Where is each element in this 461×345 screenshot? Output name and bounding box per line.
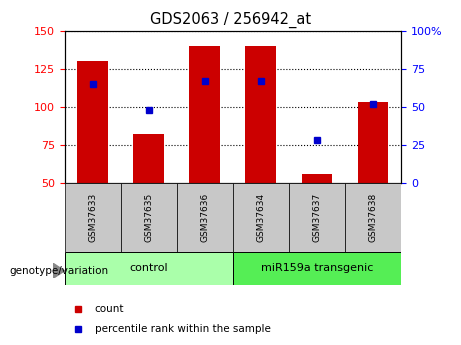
Bar (121, 183, 177, 252)
Text: GSM37633: GSM37633 (88, 193, 97, 242)
Text: GSM37636: GSM37636 (200, 193, 209, 242)
Text: GDS2063 / 256942_at: GDS2063 / 256942_at (150, 12, 311, 28)
Bar (358, 102, 389, 183)
Polygon shape (53, 263, 65, 278)
Text: GSM37634: GSM37634 (256, 193, 266, 242)
Text: control: control (130, 263, 168, 273)
Text: GSM37638: GSM37638 (368, 193, 378, 242)
Text: genotype/variation: genotype/variation (9, 266, 108, 276)
Bar (133, 134, 164, 183)
Bar (77, 61, 108, 183)
Bar (289, 183, 345, 252)
Text: percentile rank within the sample: percentile rank within the sample (95, 324, 271, 334)
Text: count: count (95, 304, 124, 314)
Text: miR159a transgenic: miR159a transgenic (261, 263, 373, 273)
Bar (245, 46, 276, 183)
Text: GSM37635: GSM37635 (144, 193, 153, 242)
Bar (233, 183, 289, 252)
Bar (65, 252, 233, 285)
Bar (301, 174, 332, 183)
Bar (189, 46, 220, 183)
Bar (65, 183, 121, 252)
Text: GSM37637: GSM37637 (313, 193, 321, 242)
Bar (177, 183, 233, 252)
Bar (233, 252, 401, 285)
Bar (345, 183, 401, 252)
